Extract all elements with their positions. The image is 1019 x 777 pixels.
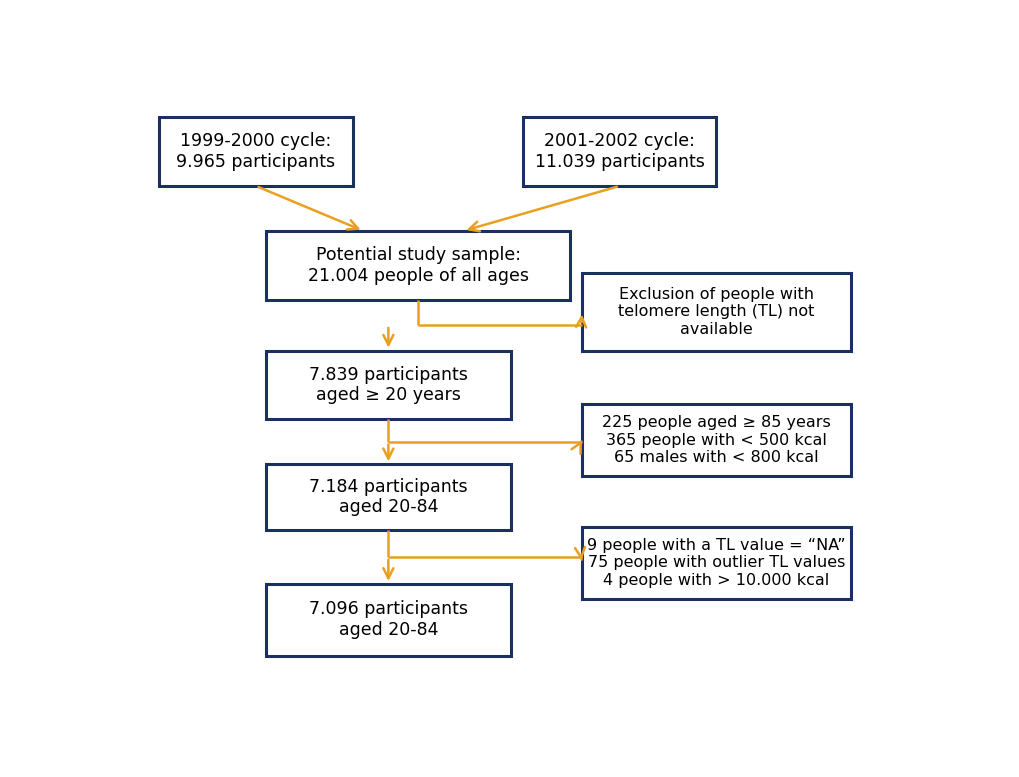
Text: 2001-2002 cycle:
11.039 participants: 2001-2002 cycle: 11.039 participants bbox=[534, 132, 704, 171]
Text: 7.096 participants
aged 20-84: 7.096 participants aged 20-84 bbox=[309, 601, 468, 639]
Text: 1999-2000 cycle:
9.965 participants: 1999-2000 cycle: 9.965 participants bbox=[176, 132, 335, 171]
Text: Potential study sample:
21.004 people of all ages: Potential study sample: 21.004 people of… bbox=[307, 246, 528, 284]
Text: 7.184 participants
aged 20-84: 7.184 participants aged 20-84 bbox=[309, 478, 468, 517]
FancyBboxPatch shape bbox=[266, 584, 511, 656]
FancyBboxPatch shape bbox=[522, 117, 715, 186]
FancyBboxPatch shape bbox=[266, 464, 511, 530]
FancyBboxPatch shape bbox=[582, 527, 850, 599]
Text: 9 people with a TL value = “NA”
75 people with outlier TL values
4 people with >: 9 people with a TL value = “NA” 75 peopl… bbox=[587, 538, 845, 587]
FancyBboxPatch shape bbox=[266, 350, 511, 420]
FancyBboxPatch shape bbox=[159, 117, 353, 186]
FancyBboxPatch shape bbox=[582, 404, 850, 476]
Text: 225 people aged ≥ 85 years
365 people with < 500 kcal
65 males with < 800 kcal: 225 people aged ≥ 85 years 365 people wi… bbox=[601, 416, 830, 465]
Text: Exclusion of people with
telomere length (TL) not
available: Exclusion of people with telomere length… bbox=[618, 287, 814, 336]
FancyBboxPatch shape bbox=[266, 231, 570, 300]
Text: 7.839 participants
aged ≥ 20 years: 7.839 participants aged ≥ 20 years bbox=[309, 365, 468, 404]
FancyBboxPatch shape bbox=[582, 273, 850, 350]
